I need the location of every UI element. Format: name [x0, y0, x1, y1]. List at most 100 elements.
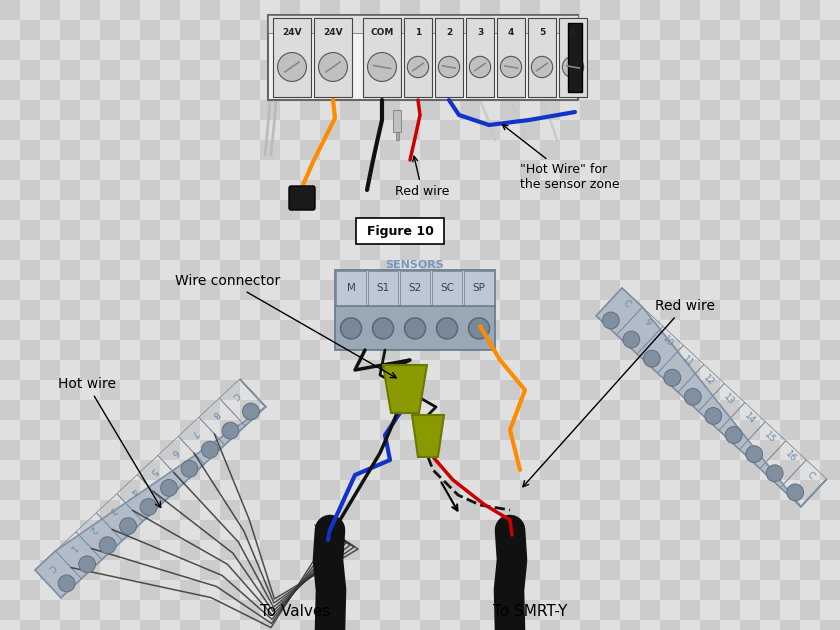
Bar — [260, 340, 280, 360]
Bar — [0, 240, 20, 260]
Bar — [480, 500, 500, 520]
Bar — [120, 420, 140, 440]
Bar — [360, 320, 380, 340]
Bar — [20, 0, 40, 20]
Bar — [680, 180, 700, 200]
Bar — [680, 160, 700, 180]
Bar — [200, 460, 220, 480]
Bar — [680, 260, 700, 280]
Bar — [320, 560, 340, 580]
Bar — [60, 40, 80, 60]
Bar — [240, 400, 260, 420]
Bar — [360, 180, 380, 200]
Bar — [120, 380, 140, 400]
Bar — [620, 40, 640, 60]
Bar — [0, 560, 20, 580]
Bar — [480, 440, 500, 460]
Bar — [760, 0, 780, 20]
Bar — [540, 440, 560, 460]
Text: C: C — [621, 299, 632, 309]
Bar — [80, 400, 100, 420]
Bar — [80, 180, 100, 200]
Bar — [300, 20, 320, 40]
Bar — [540, 20, 560, 40]
Bar — [480, 160, 500, 180]
Bar — [680, 340, 700, 360]
Bar — [820, 80, 840, 100]
Bar — [180, 60, 200, 80]
Bar — [480, 80, 500, 100]
Bar — [200, 0, 220, 20]
Bar — [740, 480, 760, 500]
Bar — [120, 480, 140, 500]
Bar — [620, 120, 640, 140]
Bar — [740, 240, 760, 260]
Bar — [580, 0, 600, 20]
Bar — [200, 540, 220, 560]
Bar — [340, 540, 360, 560]
Bar — [540, 460, 560, 480]
Bar — [340, 120, 360, 140]
Bar — [100, 200, 120, 220]
Bar — [20, 340, 40, 360]
Bar — [200, 580, 220, 600]
Bar — [580, 380, 600, 400]
Bar — [620, 320, 640, 340]
Bar — [580, 520, 600, 540]
Bar — [560, 220, 580, 240]
Bar — [460, 580, 480, 600]
Bar — [0, 280, 20, 300]
Bar — [120, 0, 140, 20]
Bar — [520, 400, 540, 420]
Bar — [600, 460, 620, 480]
Bar — [260, 500, 280, 520]
Bar — [540, 320, 560, 340]
Bar — [680, 380, 700, 400]
Bar — [520, 220, 540, 240]
Bar — [20, 320, 40, 340]
Bar — [760, 560, 780, 580]
Bar — [60, 420, 80, 440]
Bar — [720, 280, 740, 300]
Bar — [400, 60, 420, 80]
Bar — [200, 140, 220, 160]
Bar — [360, 400, 380, 420]
Bar — [268, 15, 578, 100]
Bar — [20, 180, 40, 200]
Bar — [140, 480, 160, 500]
Bar — [820, 360, 840, 380]
Bar — [160, 180, 180, 200]
Bar — [220, 400, 240, 420]
Bar — [800, 440, 820, 460]
Bar — [520, 80, 540, 100]
Bar — [480, 460, 500, 480]
Bar — [720, 360, 740, 380]
Bar — [680, 440, 700, 460]
Bar — [380, 340, 400, 360]
Bar — [480, 340, 500, 360]
Bar — [360, 480, 380, 500]
Bar — [160, 280, 180, 300]
Bar — [368, 271, 398, 304]
Bar — [500, 500, 520, 520]
Bar — [800, 420, 820, 440]
Bar — [460, 340, 480, 360]
Bar — [820, 320, 840, 340]
Bar — [300, 0, 320, 20]
Bar — [160, 460, 180, 480]
Bar — [404, 18, 432, 97]
Bar — [580, 80, 600, 100]
Bar — [140, 20, 160, 40]
Bar — [620, 240, 640, 260]
Bar — [580, 220, 600, 240]
Bar — [500, 300, 520, 320]
Bar — [100, 420, 120, 440]
Bar — [620, 80, 640, 100]
Bar — [780, 340, 800, 360]
Bar — [820, 440, 840, 460]
Bar — [720, 480, 740, 500]
Bar — [340, 380, 360, 400]
Bar — [740, 540, 760, 560]
Bar — [420, 380, 440, 400]
Bar — [420, 60, 440, 80]
